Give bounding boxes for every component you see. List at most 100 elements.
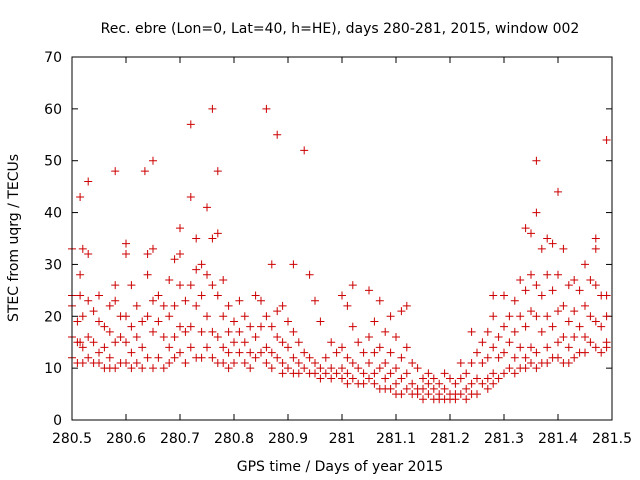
data-point (365, 333, 373, 342)
data-point (116, 333, 125, 342)
data-point (559, 333, 568, 342)
data-point (127, 322, 136, 331)
data-point (537, 291, 546, 300)
data-point (570, 333, 579, 342)
data-point (597, 322, 606, 331)
data-point (429, 384, 438, 393)
data-point (100, 343, 109, 352)
data-point (208, 281, 217, 290)
data-point (554, 307, 562, 316)
data-point (95, 317, 103, 326)
data-point (132, 358, 141, 367)
data-point (84, 353, 93, 362)
data-point (392, 333, 400, 342)
data-point (381, 327, 390, 336)
y-tick-label: 10 (44, 361, 62, 377)
data-point (402, 343, 411, 352)
data-point (111, 338, 120, 347)
data-point (170, 301, 179, 310)
data-point (375, 364, 384, 373)
data-point (176, 250, 184, 259)
data-point (521, 364, 530, 373)
data-point (321, 369, 330, 378)
data-point (483, 353, 492, 362)
data-point (257, 322, 265, 331)
data-point (386, 384, 395, 393)
x-tick-label: 280.7 (160, 431, 200, 447)
data-point (505, 312, 514, 321)
data-point (348, 358, 357, 367)
data-point (294, 358, 303, 367)
data-point (176, 224, 184, 233)
data-point (440, 384, 449, 393)
data-point (435, 379, 444, 388)
data-point (197, 327, 206, 336)
data-point (176, 281, 184, 290)
data-point (95, 348, 103, 357)
data-point (203, 343, 211, 352)
data-point (111, 296, 120, 305)
data-point (235, 296, 244, 305)
data-point (591, 343, 600, 352)
data-point (95, 358, 103, 367)
data-point (251, 291, 260, 300)
data-point (413, 364, 422, 373)
data-point (246, 364, 255, 373)
data-point (186, 322, 195, 331)
data-point (489, 379, 498, 388)
data-point (149, 156, 157, 165)
data-point (122, 358, 130, 367)
data-point (516, 275, 525, 284)
data-point (419, 384, 427, 393)
data-point (278, 338, 287, 347)
data-point (159, 364, 168, 373)
data-point (284, 317, 292, 326)
data-point (532, 208, 541, 217)
data-point (483, 384, 492, 393)
data-point (473, 374, 481, 383)
data-point (246, 348, 255, 357)
data-point (197, 353, 206, 362)
data-point (586, 312, 595, 321)
data-point (602, 291, 611, 300)
data-point (413, 390, 422, 399)
data-point (602, 312, 611, 321)
data-point (208, 353, 217, 362)
data-point (143, 270, 152, 279)
data-point (359, 379, 368, 388)
data-point (127, 281, 136, 290)
data-point (138, 364, 147, 373)
tick-marks (72, 57, 612, 420)
data-point (348, 374, 357, 383)
data-point (419, 395, 427, 404)
data-point (181, 358, 190, 367)
data-point (267, 260, 276, 269)
data-point (348, 322, 357, 331)
data-point (494, 353, 503, 362)
data-point (186, 343, 195, 352)
x-tick-label: 280.5 (52, 431, 92, 447)
data-point (478, 338, 487, 347)
y-tick-label: 70 (44, 50, 62, 66)
x-axis-label: GPS time / Days of year 2015 (237, 459, 444, 475)
data-point (537, 327, 546, 336)
data-point (84, 250, 93, 259)
data-point (370, 348, 379, 357)
data-point (203, 312, 211, 321)
data-point (359, 348, 368, 357)
data-point (424, 390, 433, 399)
data-point (570, 275, 579, 284)
data-point (327, 338, 336, 347)
y-tick-labels: 0 10 20 30 40 50 60 70 (44, 50, 62, 429)
data-point (289, 260, 298, 269)
data-point (532, 348, 541, 357)
data-point (564, 281, 573, 290)
data-point (284, 343, 292, 352)
data-point (510, 296, 519, 305)
data-point (219, 358, 228, 367)
x-tick-label: 281.4 (538, 431, 578, 447)
data-point (564, 343, 573, 352)
data-point (343, 379, 352, 388)
data-point (510, 369, 519, 378)
data-point (424, 369, 433, 378)
